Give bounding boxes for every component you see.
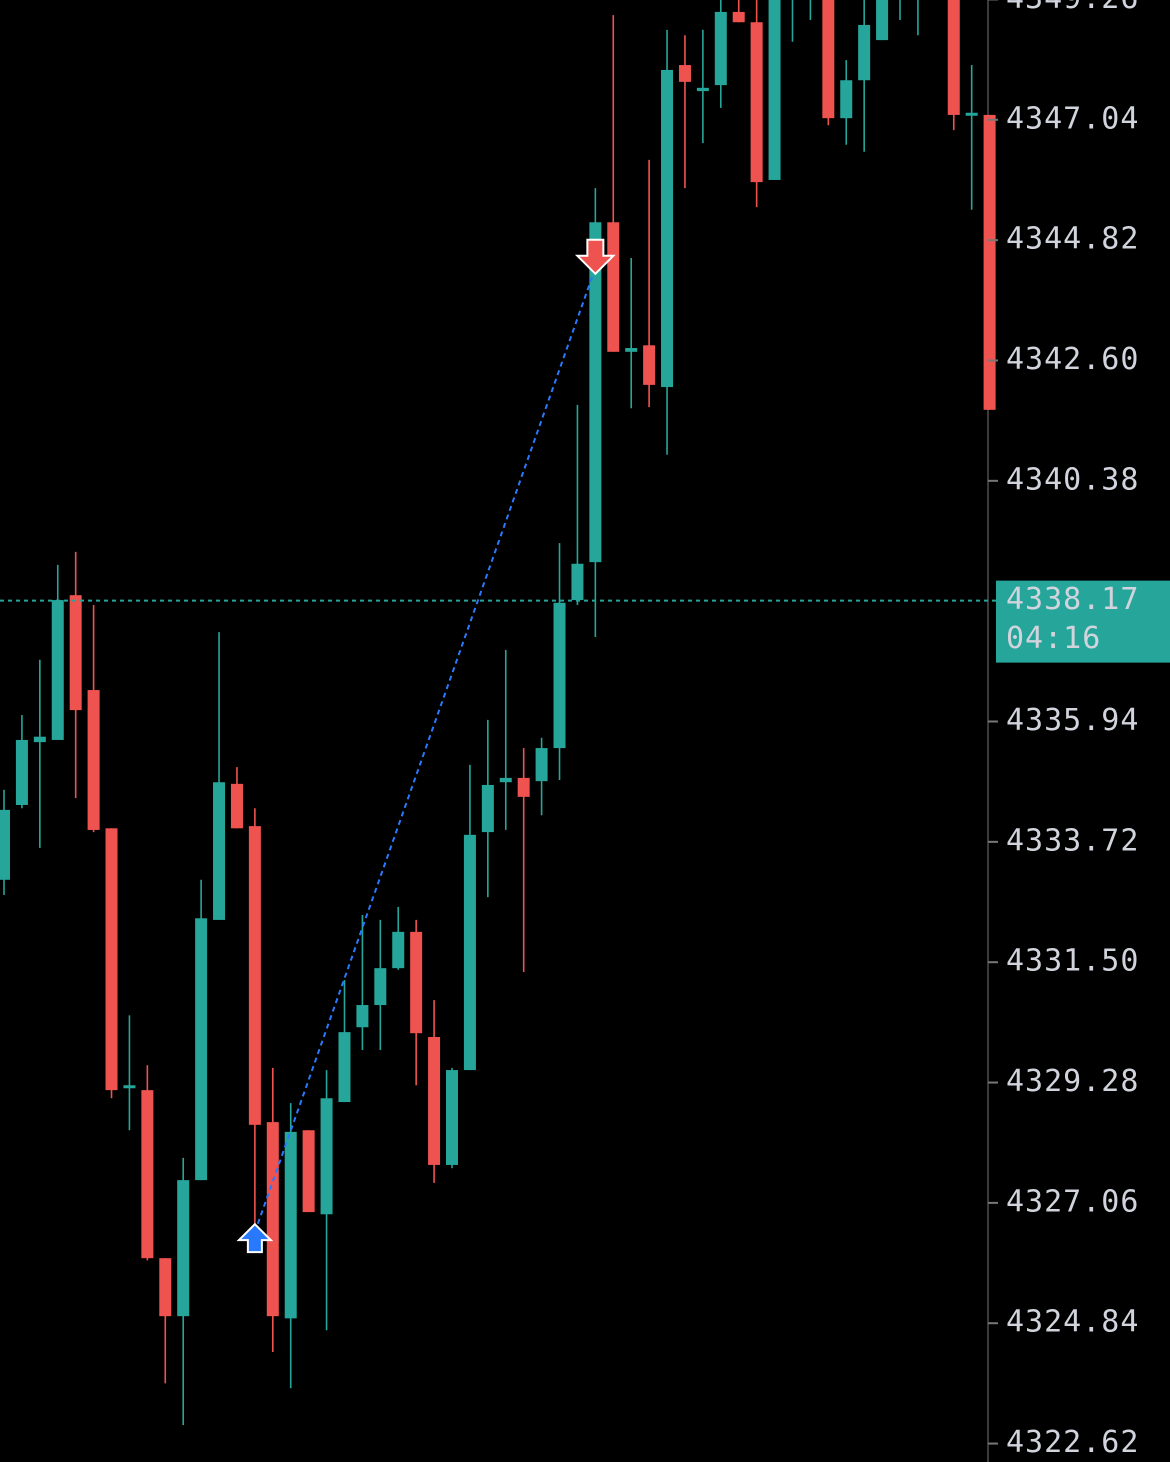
candle-body (446, 1070, 458, 1165)
candle-body (0, 809, 10, 880)
y-tick-label: 4335.94 (1006, 703, 1139, 738)
candle-body (410, 931, 423, 1034)
candle-body (822, 0, 835, 119)
candle-body (69, 595, 82, 711)
candle-body (284, 1131, 297, 1319)
y-tick-label: 4327.06 (1006, 1184, 1139, 1219)
candle-body (535, 748, 548, 782)
candle-body (302, 1130, 315, 1213)
candle-body (858, 24, 871, 81)
candle-body (517, 777, 530, 797)
candle-body (750, 22, 763, 183)
candle-body (428, 1037, 441, 1165)
y-tick-label: 4344.82 (1006, 222, 1139, 257)
candle-body (248, 826, 261, 1125)
current-price-label: 4338.17 (1006, 582, 1139, 617)
candle-body (876, 0, 889, 41)
candle-body (696, 87, 709, 92)
current-price-box (996, 580, 1170, 663)
candle-body (105, 828, 118, 1091)
y-tick-label: 4329.28 (1006, 1064, 1139, 1099)
y-tick-label: 4322.62 (1006, 1425, 1139, 1460)
candle-body (266, 1122, 279, 1317)
candle-body (230, 783, 243, 829)
candle-body (589, 222, 602, 563)
candle-body (374, 968, 387, 1006)
y-tick-label: 4340.38 (1006, 462, 1139, 497)
y-tick-label: 4333.72 (1006, 823, 1139, 858)
candle-body (571, 563, 584, 601)
y-tick-label: 4324.84 (1006, 1305, 1139, 1340)
candle-body (768, 0, 781, 180)
candle-body (481, 784, 494, 833)
candle-body (33, 736, 46, 743)
candle-body (965, 112, 978, 116)
candle-body (141, 1090, 154, 1259)
candle-body (177, 1180, 190, 1317)
candle-body (338, 1032, 351, 1103)
y-tick-label: 4331.50 (1006, 944, 1139, 979)
candle-body (643, 345, 656, 385)
candle-body (983, 114, 996, 410)
candle-body (15, 739, 28, 805)
candle-body (463, 834, 476, 1071)
y-tick-label: 4349.26 (1006, 0, 1139, 16)
candle-body (661, 69, 674, 388)
candle-body (553, 602, 566, 749)
buy-marker (236, 1222, 274, 1254)
candle-body (356, 1005, 369, 1028)
candle-body (607, 222, 620, 352)
candle-body (499, 777, 512, 783)
candle-body (159, 1258, 172, 1317)
candle-body (87, 690, 100, 830)
candle-body (320, 1098, 333, 1215)
candle-body (947, 0, 960, 115)
candle-body (625, 348, 638, 352)
candle-body (51, 600, 64, 740)
candles (0, 0, 996, 1426)
candle-body (392, 931, 405, 969)
countdown-label: 04:16 (1006, 621, 1101, 656)
candle-body (714, 11, 727, 86)
candle-body (840, 80, 853, 119)
y-tick-label: 4347.04 (1006, 101, 1139, 136)
candle-body (195, 918, 208, 1181)
y-tick-label: 4342.60 (1006, 342, 1139, 377)
candle-body (678, 65, 691, 82)
candle-body (732, 11, 745, 23)
sell-marker (574, 238, 616, 276)
candle-body (123, 1085, 136, 1089)
candle-body (213, 782, 226, 920)
